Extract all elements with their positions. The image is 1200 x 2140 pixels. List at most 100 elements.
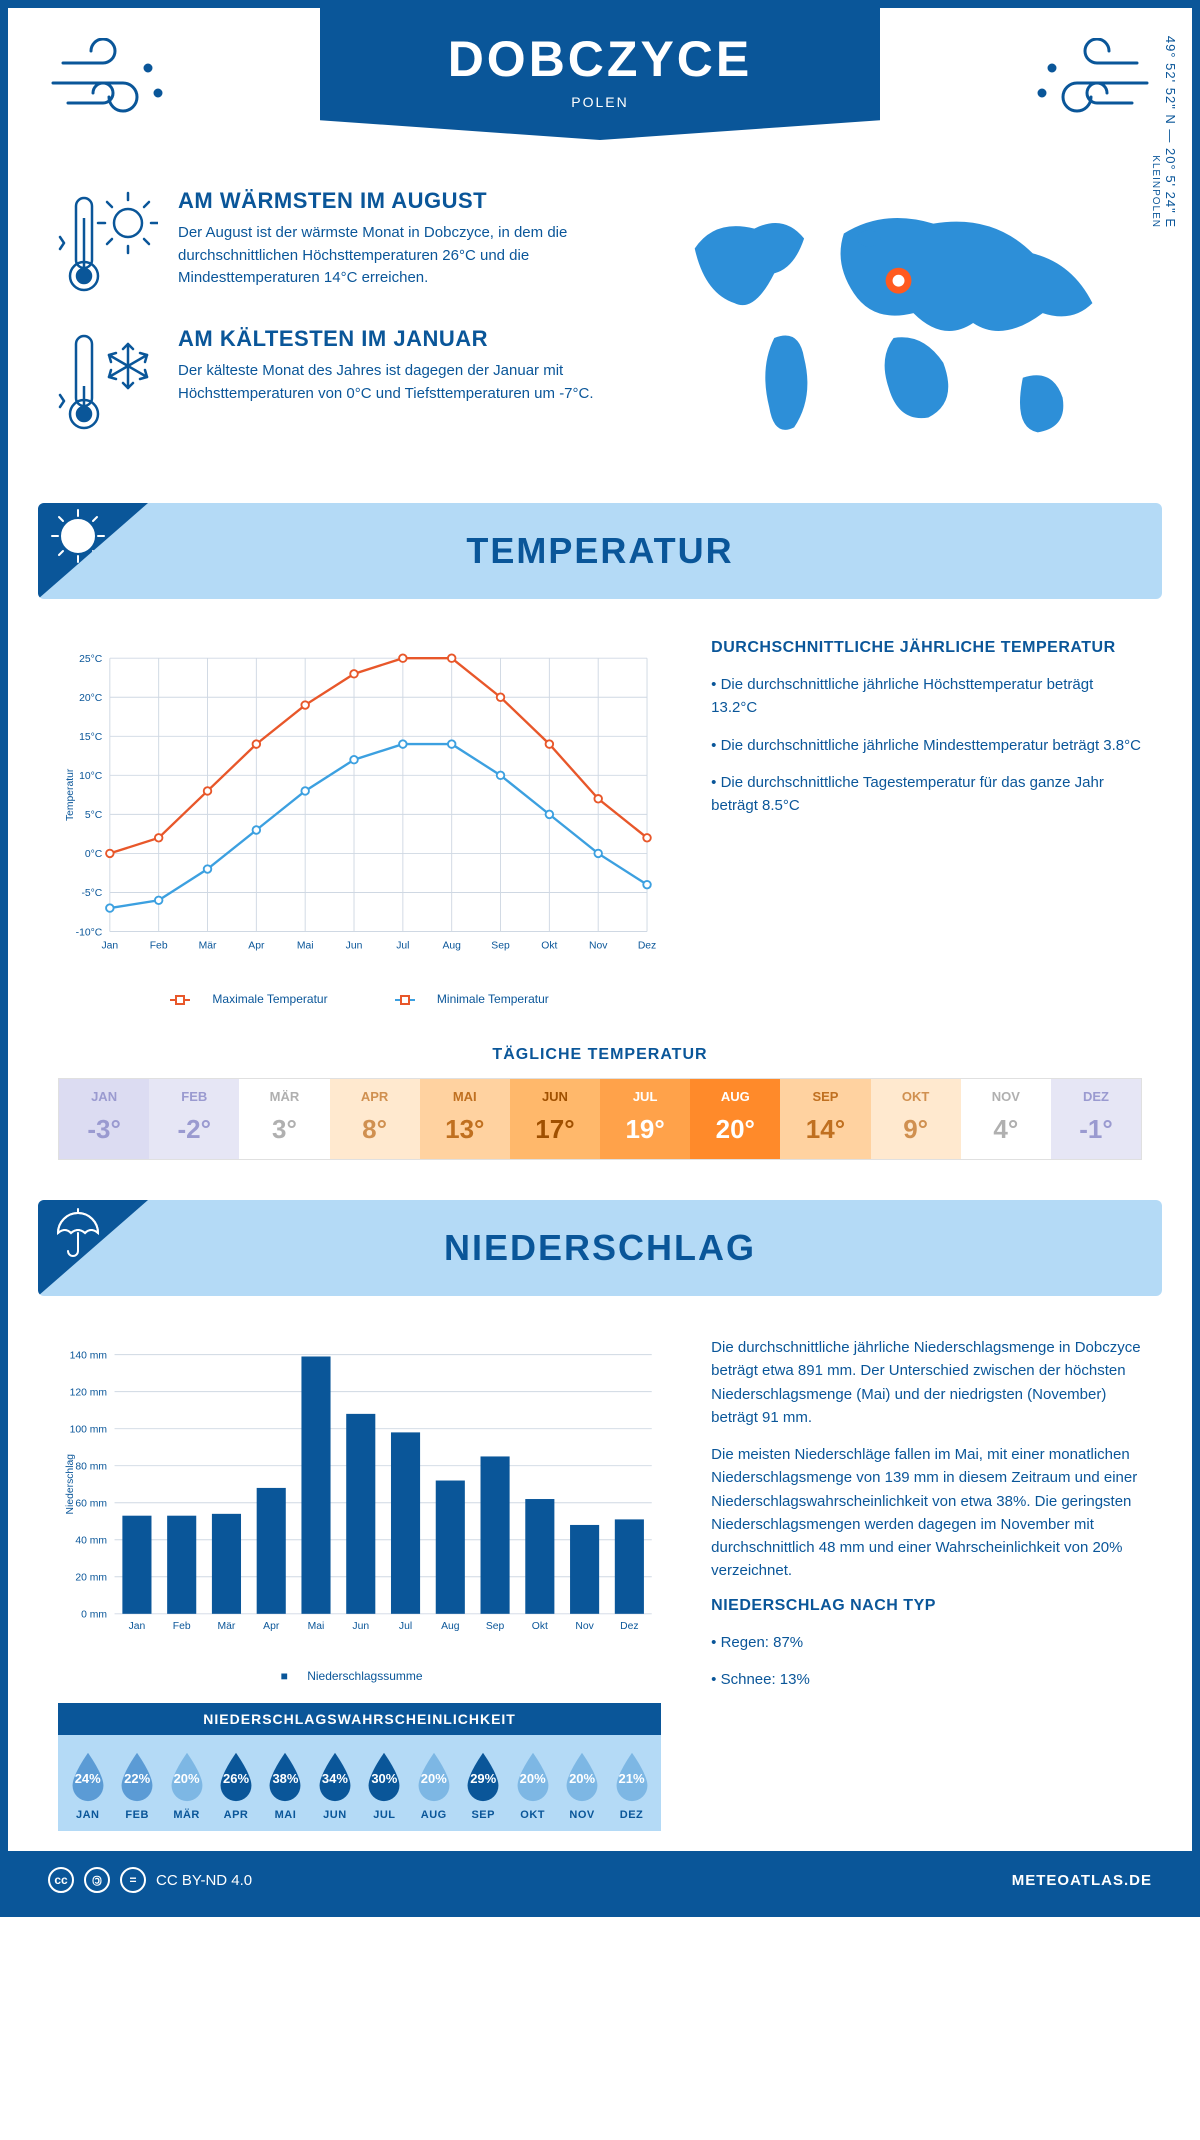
precip-legend: ■ Niederschlagssumme <box>58 1669 661 1683</box>
prob-cell: 20%AUG <box>410 1749 457 1821</box>
svg-text:Jun: Jun <box>352 1621 369 1632</box>
prob-row: 24%JAN22%FEB20%MÄR26%APR38%MAI34%JUN30%J… <box>58 1735 661 1831</box>
svg-text:Jan: Jan <box>101 940 118 951</box>
svg-text:Feb: Feb <box>150 940 168 951</box>
wind-icon <box>48 38 178 133</box>
temp-stat-1: • Die durchschnittliche jährliche Höchst… <box>711 673 1142 720</box>
footer: cc 🄯 = CC BY-ND 4.0 METEOATLAS.DE <box>8 1851 1192 1909</box>
coldest-title: AM KÄLTESTEN IM JANUAR <box>178 326 605 352</box>
license: cc 🄯 = CC BY-ND 4.0 <box>48 1867 252 1893</box>
intro-text: AM WÄRMSTEN IM AUGUST Der August ist der… <box>58 188 605 473</box>
svg-text:Mär: Mär <box>218 1621 236 1632</box>
prob-cell: 20%MÄR <box>163 1749 210 1821</box>
svg-text:Sep: Sep <box>491 940 510 951</box>
temperature-content: -10°C-5°C0°C5°C10°C15°C20°C25°CJanFebMär… <box>8 599 1192 1026</box>
daily-cell: AUG20° <box>690 1079 780 1159</box>
svg-text:Dez: Dez <box>638 940 656 951</box>
prob-cell: 24%JAN <box>64 1749 111 1821</box>
thermometer-sun-icon <box>58 188 158 298</box>
temp-stat-2: • Die durchschnittliche jährliche Mindes… <box>711 734 1142 757</box>
warmest-title: AM WÄRMSTEN IM AUGUST <box>178 188 605 214</box>
world-map: 49° 52' 52" N — 20° 5' 24" E KLEINPOLEN <box>645 188 1142 473</box>
daily-cell: MÄR3° <box>239 1079 329 1159</box>
thermometer-snow-icon <box>58 326 158 436</box>
temp-stat-3: • Die durchschnittliche Tagestemperatur … <box>711 771 1142 818</box>
precip-p1: Die durchschnittliche jährliche Niedersc… <box>711 1336 1142 1429</box>
precip-content: 0 mm20 mm40 mm60 mm80 mm100 mm120 mm140 … <box>8 1296 1192 1851</box>
license-text: CC BY-ND 4.0 <box>156 1872 252 1889</box>
prob-cell: 20%NOV <box>558 1749 605 1821</box>
daily-cell: OKT9° <box>871 1079 961 1159</box>
daily-temp-grid: JAN-3°FEB-2°MÄR3°APR8°MAI13°JUN17°JUL19°… <box>58 1078 1142 1160</box>
warmest-block: AM WÄRMSTEN IM AUGUST Der August ist der… <box>58 188 605 298</box>
site-name: METEOATLAS.DE <box>1012 1872 1152 1889</box>
svg-text:Apr: Apr <box>248 940 265 951</box>
coordinates: 49° 52' 52" N — 20° 5' 24" E KLEINPOLEN <box>1150 36 1178 228</box>
prob-cell: 21%DEZ <box>608 1749 655 1821</box>
world-map-svg <box>645 188 1142 468</box>
coldest-text: Der kälteste Monat des Jahres ist dagege… <box>178 360 605 405</box>
title-banner: DOBCZYCE POLEN <box>320 8 880 140</box>
temp-stats-title: DURCHSCHNITTLICHE JÄHRLICHE TEMPERATUR <box>711 639 1142 657</box>
svg-text:100 mm: 100 mm <box>70 1424 107 1435</box>
precip-text: Die durchschnittliche jährliche Niedersc… <box>711 1336 1142 1831</box>
longitude: 20° 5' 24" E <box>1163 148 1178 228</box>
svg-text:Niederschlag: Niederschlag <box>65 1454 76 1515</box>
svg-text:Sep: Sep <box>486 1621 505 1632</box>
temperature-section-bar: TEMPERATUR <box>38 503 1162 599</box>
svg-text:Aug: Aug <box>442 940 461 951</box>
prob-cell: 38%MAI <box>262 1749 309 1821</box>
country-name: POLEN <box>320 94 880 110</box>
prob-cell: 30%JUL <box>361 1749 408 1821</box>
svg-text:Feb: Feb <box>173 1621 191 1632</box>
svg-text:140 mm: 140 mm <box>70 1350 107 1361</box>
prob-cell: 34%JUN <box>311 1749 358 1821</box>
temperature-title: TEMPERATUR <box>466 530 733 572</box>
location-marker <box>885 268 911 294</box>
warmest-text: Der August ist der wärmste Monat in Dobc… <box>178 222 605 290</box>
cc-icon: cc <box>48 1867 74 1893</box>
daily-cell: JAN-3° <box>59 1079 149 1159</box>
svg-text:0 mm: 0 mm <box>81 1610 107 1621</box>
daily-cell: SEP14° <box>780 1079 870 1159</box>
svg-text:120 mm: 120 mm <box>70 1387 107 1398</box>
legend-min: Minimale Temperatur <box>437 992 549 1006</box>
header: DOBCZYCE POLEN <box>8 8 1192 188</box>
svg-text:Temperatur: Temperatur <box>65 768 76 821</box>
precip-legend-label: Niederschlagssumme <box>307 1669 422 1683</box>
temperature-chart: -10°C-5°C0°C5°C10°C15°C20°C25°CJanFebMär… <box>58 639 661 1006</box>
prob-cell: 22%FEB <box>113 1749 160 1821</box>
svg-text:Mär: Mär <box>199 940 217 951</box>
precip-chart: 0 mm20 mm40 mm60 mm80 mm100 mm120 mm140 … <box>58 1336 661 1831</box>
svg-text:-10°C: -10°C <box>76 927 103 938</box>
precip-title: NIEDERSCHLAG <box>444 1227 756 1269</box>
svg-text:0°C: 0°C <box>85 849 103 860</box>
precip-snow: • Schnee: 13% <box>711 1668 1142 1691</box>
svg-text:Okt: Okt <box>532 1621 548 1632</box>
svg-text:Apr: Apr <box>263 1621 280 1632</box>
svg-text:15°C: 15°C <box>79 732 103 743</box>
precip-section-bar: NIEDERSCHLAG <box>38 1200 1162 1296</box>
coldest-block: AM KÄLTESTEN IM JANUAR Der kälteste Mona… <box>58 326 605 436</box>
daily-cell: MAI13° <box>420 1079 510 1159</box>
svg-text:Nov: Nov <box>575 1621 594 1632</box>
svg-text:Jun: Jun <box>346 940 363 951</box>
prob-cell: 26%APR <box>212 1749 259 1821</box>
region: KLEINPOLEN <box>1150 36 1161 228</box>
svg-text:Mai: Mai <box>297 940 314 951</box>
svg-text:10°C: 10°C <box>79 771 103 782</box>
temperature-stats: DURCHSCHNITTLICHE JÄHRLICHE TEMPERATUR •… <box>711 639 1142 1006</box>
svg-text:40 mm: 40 mm <box>75 1536 107 1547</box>
by-icon: 🄯 <box>84 1867 110 1893</box>
daily-cell: APR8° <box>330 1079 420 1159</box>
svg-text:Jul: Jul <box>396 940 409 951</box>
daily-cell: DEZ-1° <box>1051 1079 1141 1159</box>
daily-cell: NOV4° <box>961 1079 1051 1159</box>
daily-cell: JUL19° <box>600 1079 690 1159</box>
precip-probability-box: NIEDERSCHLAGSWAHRSCHEINLICHKEIT 24%JAN22… <box>58 1703 661 1831</box>
svg-text:Nov: Nov <box>589 940 608 951</box>
temperature-legend: Maximale Temperatur Minimale Temperatur <box>58 992 661 1006</box>
svg-text:Dez: Dez <box>620 1621 638 1632</box>
svg-text:25°C: 25°C <box>79 654 103 665</box>
precip-type-title: NIEDERSCHLAG NACH TYP <box>711 1597 1142 1615</box>
